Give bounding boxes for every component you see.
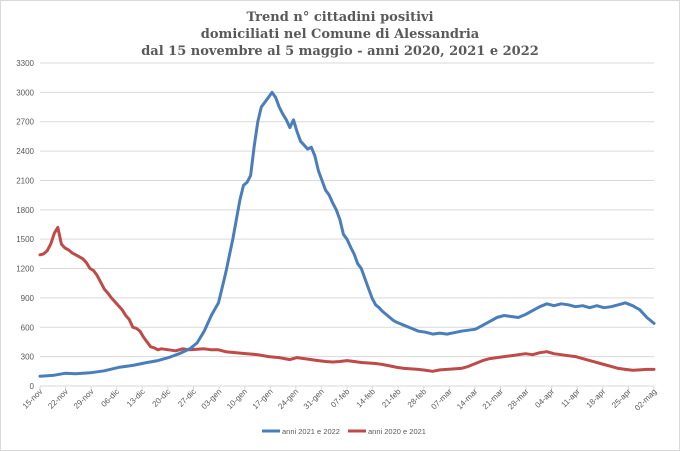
x-tick-label: 22-nov [46,387,70,411]
x-tick-label: 17-gen [251,387,275,411]
x-tick-label: 21-feb [380,387,403,410]
x-tick-label: 29-nov [72,387,96,411]
y-tick-label: 3300 [16,59,34,68]
chart-title-line-3: dal 15 novembre al 5 maggio - anni 2020,… [141,44,539,59]
x-tick-label: 31-gen [302,387,326,411]
x-tick-label: 27-dic [176,387,198,409]
chart-title-line-1: Trend n° cittadini positivi [246,10,434,25]
series-line [38,90,656,378]
y-tick-label: 900 [21,294,35,303]
legend-label: anni 2020 e 2021 [368,427,426,436]
x-tick-label: 02-mag [633,387,659,413]
x-tick-label: 18-apr [585,387,608,410]
x-tick-label: 03-gen [200,387,224,411]
y-tick-label: 300 [21,353,35,362]
x-tick-label: 07-feb [329,387,352,410]
y-tick-label: 2400 [16,147,34,156]
x-tick-label: 20-dic [151,387,173,409]
legend-label: anni 2021 e 2022 [282,427,340,436]
chart-title: Trend n° cittadini positivi domiciliati … [0,9,680,60]
y-tick-label: 600 [21,323,35,332]
y-tick-label: 1500 [16,235,34,244]
y-tick-label: 1800 [16,206,34,215]
y-axis-tick-labels: 0 300 600 900 1200 1500 1800 2100 2400 2700 3000 33… [16,59,34,391]
x-tick-label: 11-apr [559,387,582,410]
y-tick-label: 2700 [16,118,34,127]
x-tick-label: 25-apr [610,387,633,410]
x-tick-label: 14-feb [355,387,378,410]
x-tick-label: 24-gen [276,387,300,411]
x-tick-label: 07-mar [429,387,454,412]
series-line [38,225,656,373]
legend: anni 2021 e 2022 anni 2020 e 2021 [262,427,426,436]
x-tick-label: 13-dic [125,387,147,409]
x-tick-label: 28-mar [506,387,531,412]
x-tick-label: 04-apr [533,387,556,410]
x-tick-label: 28-feb [406,387,429,410]
x-tick-label: 06-dic [99,387,121,409]
x-axis-tick-labels: 15-nov 22-nov 29-nov 06-dic 13-dic 20-dic 27-d… [21,387,659,413]
x-tick-label: 10-gen [225,387,249,411]
y-tick-label: 1200 [16,265,34,274]
x-tick-label: 21-mar [481,387,506,412]
y-tick-label: 2100 [16,176,34,185]
chart-title-line-2: domiciliati nel Comune di Alessandria [200,27,480,42]
y-tick-label: 3000 [16,88,34,97]
y-tick-label: 0 [30,382,35,391]
gridlines [39,62,655,389]
x-tick-label: 14-mar [455,387,480,412]
series-lines [38,90,656,378]
